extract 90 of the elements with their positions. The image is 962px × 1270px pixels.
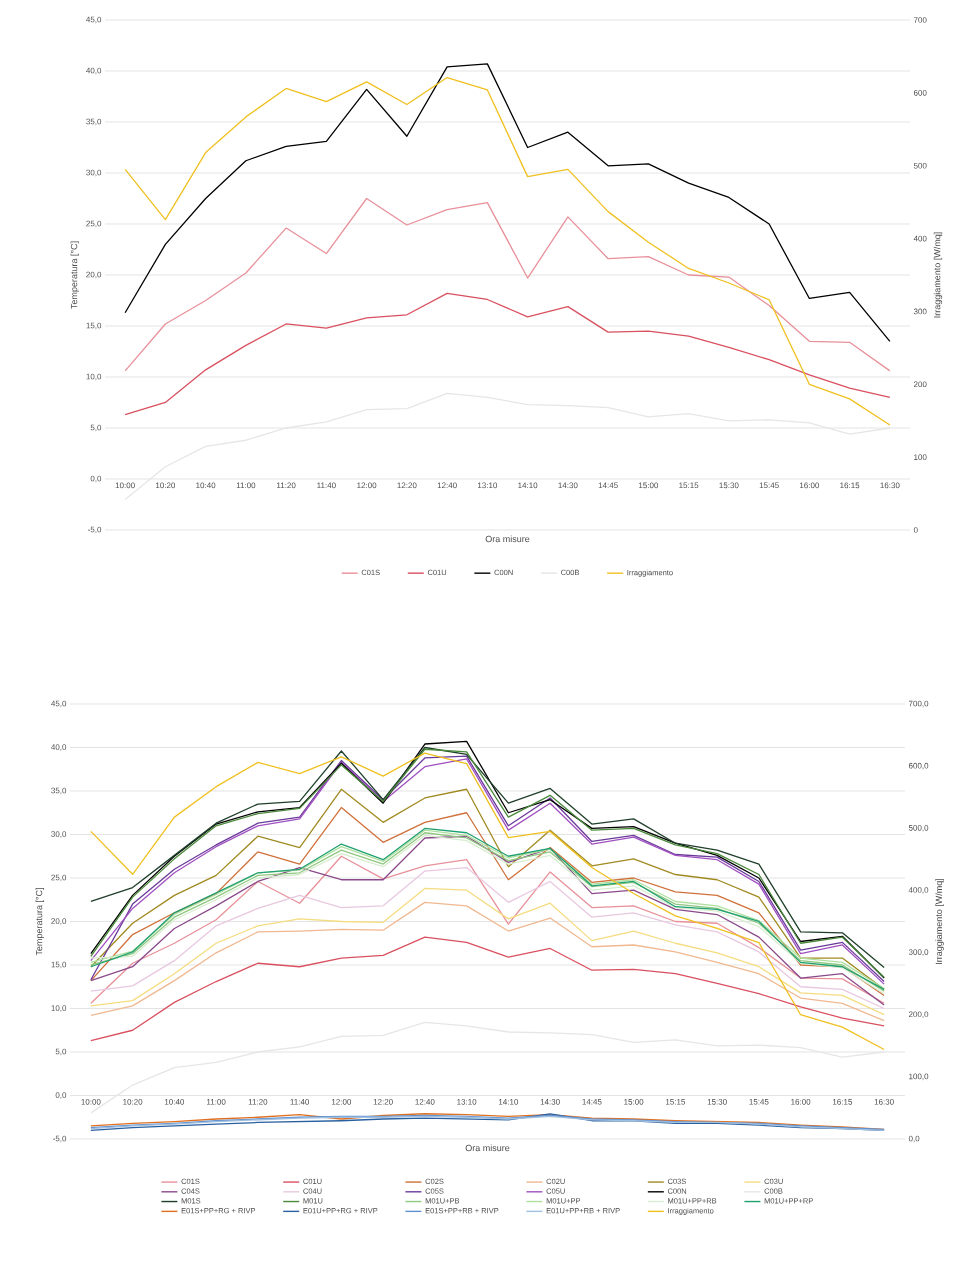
x-tick-label: 16:00 [799, 482, 820, 489]
y2-tick-label: 300 [913, 308, 927, 315]
x-tick-label: 11:20 [248, 1099, 268, 1105]
x-tick-label: 15:00 [624, 1099, 644, 1105]
x-tick-label: 15:45 [749, 1099, 769, 1105]
x-tick-label: 10:00 [115, 482, 135, 489]
y-tick-label: 5,0 [90, 424, 102, 432]
x-tick-label: 10:20 [155, 482, 176, 489]
x-tick-label: 14:30 [540, 1099, 560, 1105]
x-tick-label: 16:15 [832, 1099, 853, 1105]
x-tick-label: 11:00 [207, 1099, 226, 1105]
y2-tick-label: 200,0 [908, 1011, 929, 1019]
y-tick-label: 10,0 [51, 1005, 67, 1012]
x-tick-label: 14:45 [598, 482, 618, 489]
x-tick-label: 16:15 [840, 482, 860, 489]
x-tick-label: 11:40 [317, 482, 336, 489]
y-axis-title: Temperatura [°C] [70, 241, 80, 309]
y-tick-label: 35,0 [86, 118, 102, 126]
x-tick-label: 15:30 [707, 1099, 727, 1105]
x-axis-title: Ora misure [465, 1144, 510, 1152]
x-tick-label: 15:15 [665, 1099, 686, 1105]
line-series [124, 63, 891, 342]
y-tick-label: 5,0 [55, 1048, 67, 1056]
y2-axis-title: Irraggiamento [W/mq] [935, 878, 944, 964]
x-tick-label: 12:40 [415, 1099, 435, 1105]
y-tick-label: 15,0 [51, 961, 67, 969]
y-tick-label: 30,0 [51, 831, 67, 838]
y-tick-label: 30,0 [86, 169, 102, 177]
y2-tick-label: 600 [913, 90, 927, 96]
y-tick-label: 25,0 [86, 220, 102, 228]
x-tick-label: 12:00 [357, 482, 377, 489]
x-tick-label: 12:00 [331, 1099, 352, 1105]
x-tick-label: 10:00 [81, 1099, 101, 1105]
x-tick-label: 10:40 [196, 482, 216, 489]
x-tick-label: 14:10 [498, 1099, 519, 1105]
y-tick-label: 45,0 [51, 700, 67, 708]
x-tick-label: 12:20 [373, 1099, 393, 1105]
x-tick-label: 13:10 [477, 482, 498, 489]
y2-tick-label: 200 [913, 381, 927, 388]
y2-tick-label: 500 [913, 162, 927, 169]
y-tick-label: 20,0 [86, 271, 102, 279]
y2-tick-label: 0 [913, 527, 918, 533]
y2-tick-label: 500,0 [908, 824, 929, 832]
x-tick-label: 15:15 [679, 482, 699, 489]
y-tick-label: -5,0 [88, 526, 102, 534]
y2-tick-label: 700,0 [908, 700, 929, 708]
x-tick-label: 16:30 [874, 1099, 894, 1105]
x-tick-label: 15:30 [719, 482, 739, 489]
line-series [124, 197, 891, 372]
y-tick-label: 10,0 [86, 373, 102, 381]
x-axis-title: Ora misure [485, 535, 530, 543]
y2-tick-label: 100 [914, 454, 927, 460]
y2-tick-label: 400,0 [908, 887, 929, 894]
x-tick-label: 16:00 [791, 1099, 811, 1105]
x-tick-label: 10:20 [123, 1099, 143, 1105]
x-tick-label: 13:10 [457, 1099, 477, 1105]
y2-tick-label: 100,0 [909, 1073, 929, 1081]
line-series [90, 936, 885, 1042]
x-tick-label: 15:00 [638, 482, 659, 489]
y-tick-label: -5,0 [53, 1135, 67, 1143]
line-series [124, 76, 891, 426]
y-tick-label: 40,0 [86, 67, 102, 75]
x-tick-label: 15:45 [759, 482, 779, 489]
y2-tick-label: 400 [913, 235, 927, 242]
y-tick-label: 15,0 [86, 322, 102, 330]
y2-tick-label: 700 [913, 17, 927, 23]
x-tick-label: 11:20 [277, 482, 296, 489]
y2-tick-label: 300,0 [908, 949, 929, 956]
x-tick-label: 10:40 [164, 1099, 185, 1105]
x-tick-label: 12:20 [397, 482, 417, 489]
y-tick-label: 45,0 [86, 16, 102, 24]
y-tick-label: 20,0 [51, 918, 67, 925]
line-series [124, 292, 891, 416]
x-tick-label: 12:40 [437, 482, 457, 489]
x-tick-label: 14:10 [518, 482, 538, 489]
y-tick-label: 25,0 [51, 874, 67, 882]
y-tick-label: 40,0 [51, 744, 67, 751]
y-axis-title: Temperatura [°C] [35, 888, 45, 956]
y2-axis-title: Irraggiamento [W/mq] [933, 232, 943, 318]
y-tick-label: 0,0 [55, 1092, 67, 1099]
line-series [90, 752, 885, 1051]
x-tick-label: 11:00 [236, 482, 256, 489]
y2-tick-label: 600,0 [908, 762, 929, 770]
x-tick-label: 11:40 [290, 1099, 310, 1105]
x-tick-label: 14:30 [558, 482, 578, 489]
x-tick-label: 16:30 [880, 482, 900, 489]
y-tick-label: 35,0 [51, 787, 67, 795]
y-tick-label: 0,0 [90, 475, 102, 483]
x-tick-label: 14:45 [582, 1099, 602, 1105]
y2-tick-label: 0,0 [908, 1135, 920, 1143]
